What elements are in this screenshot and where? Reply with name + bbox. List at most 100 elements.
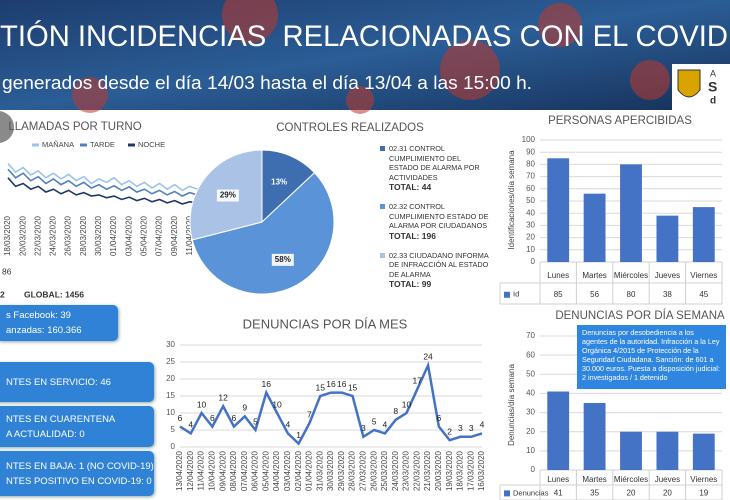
bar [692,433,715,470]
x-tick-label: 30/03/2020 [94,215,103,256]
x-tick-label: 28/03/2020 [348,450,357,491]
x-tick-label: 02/04/2020 [294,450,303,491]
x-tick-label: 29/03/2020 [337,450,346,491]
table-value: 80 [627,290,636,299]
bar [656,431,679,470]
legend-key [504,490,510,497]
y-tick-label: 10 [526,446,535,455]
data-label: 9 [242,403,247,413]
bar [692,207,715,262]
chart-title: CONTROLES REALIZADOS [276,122,424,134]
table-value: 41 [554,489,563,498]
x-tick-label: 04/04/2020 [272,450,281,491]
legend-entry: 02.32 CONTROL CUMPLIMIENTO ESTADO DE ALA… [380,202,492,242]
chart-title: PERSONAS APERCIBIDAS [548,115,692,127]
x-tick-label: 22/03/2020 [33,215,42,256]
y-tick-label: 40 [526,389,535,398]
social-text: s Facebook: 39 [6,310,71,321]
virus-decoration [72,0,670,114]
data-label: 6 [232,413,237,423]
x-tick-label: 24/03/2020 [49,215,58,256]
y-tick-label: 90 [526,147,535,156]
x-tick-label: 17/03/2020 [466,450,475,491]
x-tick-label: Martes [582,271,606,280]
data-label: 1 [296,430,301,440]
x-tick-label: 20/03/2020 [434,450,443,491]
x-tick-label: Martes [582,475,606,484]
table-value: 38 [663,290,672,299]
y-tick-label: 25 [166,357,175,366]
x-tick-label: 01/04/2020 [109,215,118,256]
table-value: 85 [554,290,563,299]
y-tick-label: 15 [166,391,175,400]
x-tick-label: 06/04/2020 [251,450,260,491]
data-label: 8 [393,406,398,416]
data-label: 4 [480,420,485,430]
staff-text: NTES EN CUARENTENA [6,413,116,425]
chart-title: DENUNCIAS POR DÍA SEMANA [555,309,725,322]
x-tick-label: 24/03/2020 [391,450,400,491]
data-label: 58% [275,255,291,264]
x-tick-label: 07/04/2020 [155,215,164,256]
y-axis-label: Identificaciones/día semana [507,150,516,250]
legend-key [380,146,385,151]
legend-label: Denuncias [513,488,549,497]
header-title: TIÓN INCIDENCIAS RELACIONADAS CON EL COV… [0,20,728,53]
y-tick-label: 60 [526,350,535,359]
y-tick-label: 70 [526,331,535,340]
x-tick-label: 20/03/2020 [18,215,27,256]
legend-total: TOTAL: 44 [389,182,432,192]
x-tick-label: 25/03/2020 [380,450,389,491]
data-label: 10 [197,399,207,409]
line-series [179,361,483,446]
legend-entry: 02.31 CONTROL CUMPLIMIENTO DEL ESTADO DE… [380,144,492,193]
x-tick-label: 18/03/2020 [456,450,465,491]
y-tick-label: 10 [166,408,175,417]
data-label: 4 [383,420,388,430]
x-tick-label: Viernes [690,271,717,280]
line-series [7,168,206,197]
x-tick-label: 10/04/2020 [207,450,216,491]
logo-text: A [710,68,716,78]
label-box [271,253,294,266]
pie-legend: 02.31 CONTROL CUMPLIMIENTO DEL ESTADO DE… [380,144,492,290]
y-tick-label: 5 [171,425,176,434]
y-tick-label: 0 [531,257,536,266]
x-tick-label: Miércoles [614,271,648,280]
data-label: 16 [326,379,336,389]
x-tick-label: 11/04/2020 [197,450,206,490]
x-tick-label: 07/04/2020 [240,450,249,491]
x-tick-label: 26/03/2020 [64,215,73,256]
legend-key [504,291,510,298]
data-label: 4 [188,420,193,430]
data-label: 16 [262,379,272,389]
logo-shield [677,69,701,98]
data-label: 15 [315,382,325,392]
staff-box: NTES EN SERVICIO: 46 [0,362,154,402]
data-label: 24 [423,352,433,362]
x-tick-label: Lunes [547,271,569,280]
data-label: 13% [271,177,287,186]
left-stat: GLOBAL: 1456 [24,289,84,299]
y-tick-label: 40 [526,208,535,217]
y-tick-label: 100 [522,135,536,144]
data-label: 10 [402,399,412,409]
left-stat: 2 [0,289,5,299]
y-tick-label: 0 [531,465,536,474]
legend-label: TARDE [90,140,115,149]
bar [547,391,570,470]
legend-total: TOTAL: 99 [389,279,432,289]
line-series [7,163,206,192]
x-tick-label: Jueves [655,271,680,280]
staff-text: A ACTUALIDAD: 0 [6,428,85,440]
data-label: 17 [413,375,423,385]
y-tick-label: 30 [526,408,535,417]
annotation: Denuncias por desobediencia a los agente… [577,325,726,389]
x-tick-label: 23/03/2020 [402,450,411,491]
table-value: 56 [590,290,599,299]
corner-icon [0,111,14,143]
staff-box: NTES EN CUARENTENA A ACTUALIDAD: 0 [0,406,154,447]
y-axis-label: Denuncias/día semana [507,364,516,446]
table-value: 19 [699,489,708,498]
